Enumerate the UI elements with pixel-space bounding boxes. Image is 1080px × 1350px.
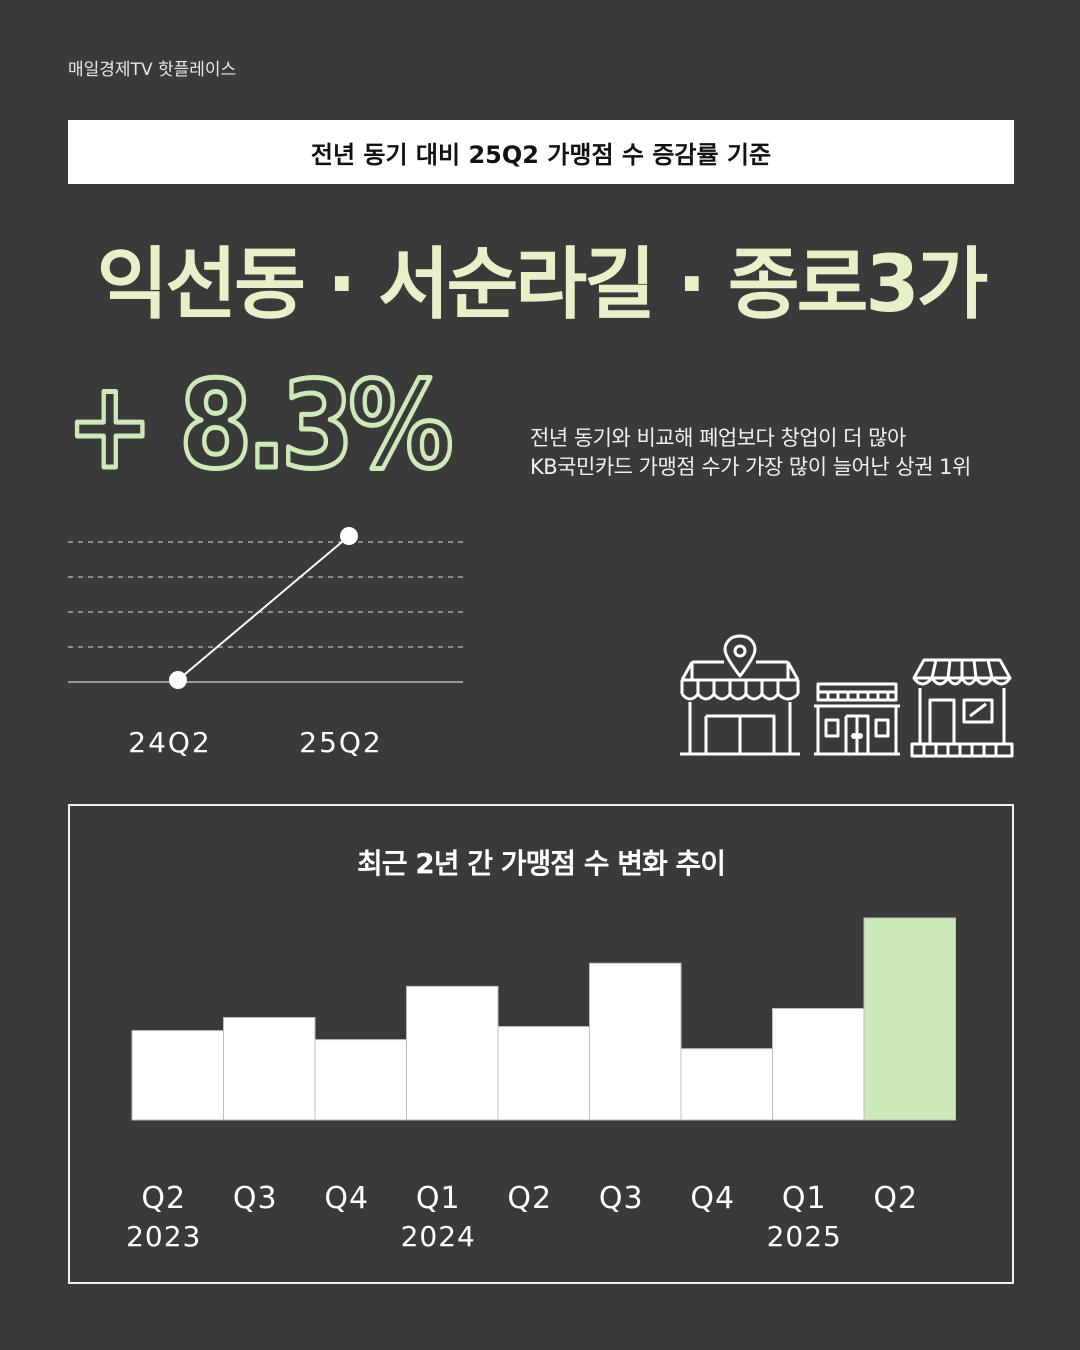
small-shop-icon (814, 682, 900, 756)
bar-x-label: Q2 (507, 1181, 552, 1216)
bar-x-label: Q2 (873, 1181, 918, 1216)
bar (131, 1030, 224, 1121)
bar-chart-title: 최근 2년 간 가맹점 수 변화 추이 (356, 847, 726, 880)
mini-grid (68, 541, 463, 648)
bar-x-label: Q1 (782, 1181, 827, 1216)
bar (406, 985, 499, 1121)
bar (223, 1016, 316, 1121)
store-icons (680, 634, 1014, 758)
bar-x-label: Q2 (141, 1181, 186, 1216)
description-line-1: 전년 동기와 비교해 폐업보다 창업이 더 많아 (530, 426, 906, 450)
mini-point (340, 527, 358, 545)
bar (863, 917, 956, 1121)
description-line-2: KB국민카드 가맹점 수가 가장 많이 늘어난 상권 1위 (530, 455, 971, 479)
year-label: 2023 (126, 1220, 201, 1253)
description: 전년 동기와 비교해 폐업보다 창업이 더 많아 KB국민카드 가맹점 수가 가… (530, 424, 971, 482)
bar-chart-panel: 최근 2년 간 가맹점 수 변화 추이 Q2 Q3 Q4 Q1 Q2 Q3 Q4 Q1 Q2 20… (68, 804, 1014, 1284)
awning-shop-icon (910, 658, 1014, 758)
bar (772, 1007, 865, 1121)
growth-text: + 8.3% (66, 357, 450, 485)
bar-x-label: Q3 (233, 1181, 278, 1216)
criteria-banner: 전년 동기 대비 25Q2 가맹점 수 증감률 기준 (68, 120, 1014, 184)
bar-x-label: Q1 (416, 1181, 461, 1216)
bar-x-label: Q3 (599, 1181, 644, 1216)
mini-series-line (177, 535, 350, 681)
headline: 익선동 · 서순라길 · 종로3가 (96, 240, 989, 330)
bar (589, 962, 682, 1121)
growth-figure: + 8.3% (64, 355, 459, 485)
mini-line-chart: 24Q2 25Q2 (68, 527, 463, 759)
mini-x-label: 25Q2 (299, 726, 382, 759)
year-label: 2024 (401, 1220, 476, 1253)
bar (497, 1026, 590, 1121)
bar-x-label: Q4 (324, 1181, 369, 1216)
bar-chart: Q2 Q3 Q4 Q1 Q2 Q3 Q4 Q1 Q2 2023 2024 2025 (126, 917, 956, 1253)
store-with-pin-icon (680, 634, 800, 756)
year-label: 2025 (767, 1220, 842, 1253)
bar (680, 1048, 773, 1121)
bar (314, 1039, 407, 1121)
mini-x-label: 24Q2 (128, 726, 211, 759)
bar-x-label: Q4 (690, 1181, 735, 1216)
mini-point (169, 671, 187, 689)
brand-label: 매일경제TV 핫플레이스 (68, 60, 237, 80)
